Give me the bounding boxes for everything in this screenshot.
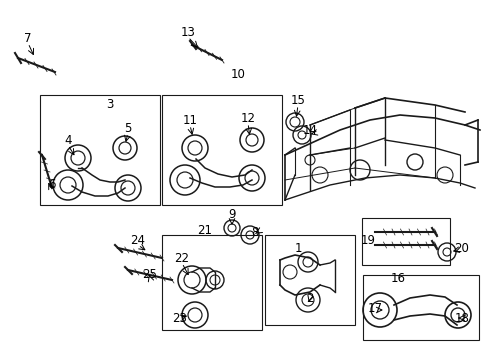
Text: 10: 10 [230,68,245,81]
Text: 15: 15 [290,94,305,107]
Text: 8: 8 [251,225,258,238]
Bar [264,235,354,325]
Text: 12: 12 [240,112,255,125]
Text: 2: 2 [305,292,313,305]
Text: 16: 16 [390,271,405,284]
Text: 3: 3 [106,99,113,112]
Text: 18: 18 [454,311,468,324]
Bar [362,275,478,340]
Text: 20: 20 [454,242,468,255]
Text: 22: 22 [174,252,189,265]
Text: 21: 21 [197,224,212,237]
Bar [162,95,282,205]
Text: 11: 11 [182,113,197,126]
Text: 23: 23 [172,311,187,324]
Text: 9: 9 [228,208,235,221]
Text: 5: 5 [124,122,131,135]
Text: 17: 17 [367,302,382,315]
Bar [162,235,262,330]
Bar [361,218,449,265]
Text: 1: 1 [294,242,301,255]
Text: 19: 19 [360,234,375,247]
Text: 6: 6 [48,179,56,192]
Text: 14: 14 [302,123,317,136]
Text: 25: 25 [142,269,157,282]
Text: 24: 24 [130,234,145,247]
Text: 7: 7 [24,31,32,45]
Bar [40,95,160,205]
Text: 4: 4 [64,134,72,147]
Text: 13: 13 [180,26,195,39]
